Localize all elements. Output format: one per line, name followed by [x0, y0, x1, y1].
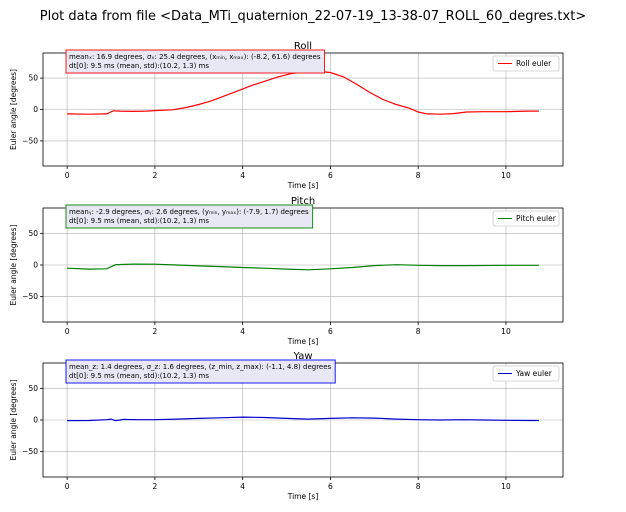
pitch-annotation-line1: meanᵧ: -2.9 degrees, σᵧ: 2.6 degrees, (y… — [69, 208, 309, 216]
pitch-ytick-label: −50 — [22, 292, 38, 301]
pitch-xtick-label: 2 — [153, 327, 158, 336]
yaw-xtick-label: 2 — [153, 482, 158, 491]
roll-xtick-label: 10 — [501, 171, 511, 180]
yaw-xtick-label: 8 — [416, 482, 421, 491]
yaw-title: Yaw — [292, 351, 312, 362]
roll-xtick-label: 2 — [153, 171, 158, 180]
yaw-xtick-label: 10 — [501, 482, 511, 491]
figure-title: Plot data from file <Data_MTi_quaternion… — [40, 9, 586, 24]
pitch-panel: 0 2 4 6 8 10 −50 0 50 Pitch Time [s] Euler angle [d… — [9, 196, 564, 346]
roll-annotation-line1: meanₓ: 16.9 degrees, σₓ: 25.4 degrees, (… — [69, 53, 321, 61]
pitch-xlabel: Time [s] — [287, 337, 319, 346]
yaw-annotation-line1: mean_z: 1.4 degrees, σ_z: 1.6 degrees, (… — [69, 363, 332, 371]
yaw-panel: 0 2 4 6 8 10 −50 0 50 Yaw Time [s] Euler angle [deg… — [9, 351, 564, 501]
yaw-annotation-box — [65, 359, 336, 384]
roll-series-line — [67, 70, 539, 115]
pitch-ylabel: Euler angle [degrees] — [9, 224, 18, 305]
yaw-xtick-label: 6 — [328, 482, 333, 491]
roll-ytick-label: 0 — [33, 105, 38, 114]
pitch-xtick-label: 6 — [328, 327, 333, 336]
roll-legend-box — [492, 55, 560, 72]
roll-legend-label: Roll euler — [516, 59, 552, 68]
roll-xtick-label: 4 — [240, 171, 245, 180]
yaw-xtick-label: 0 — [65, 482, 70, 491]
pitch-title: Pitch — [291, 196, 315, 207]
yaw-ytick-label: 0 — [33, 416, 38, 425]
pitch-legend-label: Pitch euler — [516, 214, 557, 223]
yaw-xlabel: Time [s] — [287, 492, 319, 501]
yaw-annotation-line2: dt[0]: 9.5 ms (mean, std):(10.2, 1.3) ms — [69, 372, 209, 380]
pitch-legend-box — [492, 210, 560, 227]
yaw-ytick-label: −50 — [22, 447, 38, 456]
pitch-ytick-label: 50 — [28, 229, 38, 238]
roll-xlabel: Time [s] — [287, 181, 319, 190]
yaw-ylabel: Euler angle [degrees] — [9, 379, 18, 460]
yaw-series-line — [67, 416, 539, 422]
pitch-annotation-box — [65, 204, 314, 229]
roll-ytick-label: −50 — [22, 136, 38, 145]
pitch-series-line — [67, 263, 539, 271]
roll-title: Roll — [294, 41, 312, 52]
pitch-xtick-label: 10 — [501, 327, 511, 336]
roll-annotation-line2: dt[0]: 9.5 ms (mean, std):(10.2, 1.3) ms — [69, 62, 209, 70]
pitch-xtick-label: 4 — [240, 327, 245, 336]
yaw-xtick-label: 4 — [240, 482, 245, 491]
pitch-annotation-line2: dt[0]: 9.5 ms (mean, std):(10.2, 1.3) ms — [69, 217, 209, 225]
roll-annotation-box — [65, 49, 325, 74]
roll-xtick-label: 8 — [416, 171, 421, 180]
roll-ylabel: Euler angle [degrees] — [9, 69, 18, 150]
roll-ytick-label: 50 — [28, 74, 38, 83]
pitch-xtick-label: 8 — [416, 327, 421, 336]
yaw-legend-box — [492, 365, 560, 382]
pitch-ytick-label: 0 — [33, 261, 38, 270]
roll-xtick-label: 0 — [65, 171, 70, 180]
roll-panel: 0 2 4 6 8 10 −50 0 50 Roll Time [s] Euler angle [de… — [9, 41, 564, 190]
roll-xtick-label: 6 — [328, 171, 333, 180]
pitch-xtick-label: 0 — [65, 327, 70, 336]
yaw-legend-label: Yaw euler — [515, 369, 553, 378]
yaw-ytick-label: 50 — [28, 384, 38, 393]
